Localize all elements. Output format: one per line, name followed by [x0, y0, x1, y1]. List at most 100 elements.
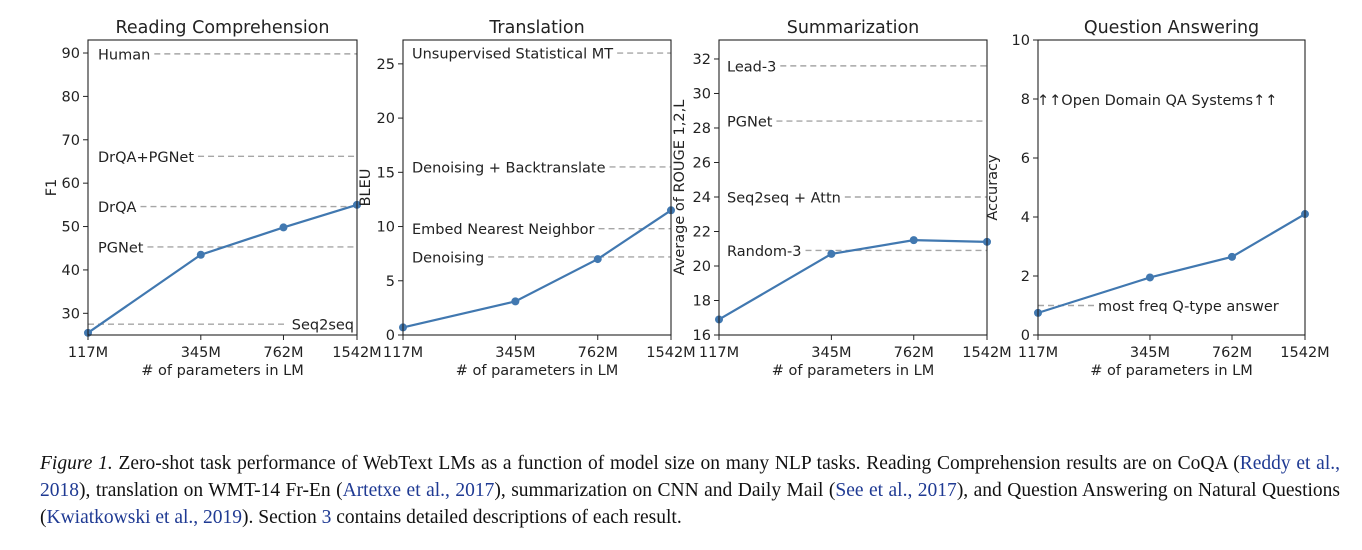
- citation-link-reddy[interactable]: Reddy et al., 2018: [40, 453, 1340, 501]
- x-axis-label: # of parameters in LM: [456, 363, 618, 379]
- data-point: [511, 297, 520, 306]
- section-link[interactable]: 3: [321, 507, 332, 528]
- series-line: [87, 203, 358, 334]
- caption-text: ), summarization on CNN and Daily Mail (: [494, 480, 836, 501]
- x-axis-label: # of parameters in LM: [772, 363, 934, 379]
- x-tick-label: 1542M: [332, 345, 381, 361]
- plot-frame: [87, 39, 358, 336]
- y-tick-label: 0: [1021, 328, 1030, 344]
- y-tick-label: 20: [693, 259, 711, 275]
- data-point: [827, 249, 836, 258]
- y-tick-label: 8: [1021, 92, 1030, 108]
- y-axis-label: Average of ROUGE 1,2,L: [672, 100, 688, 276]
- y-tick-label: 10: [377, 220, 395, 236]
- baseline-label: Lead-3: [727, 59, 776, 75]
- plot-frame: [718, 39, 988, 336]
- y-tick-label: 10: [1012, 33, 1030, 49]
- y-tick-label: 28: [693, 121, 711, 137]
- y-tick-label: 0: [386, 328, 395, 344]
- data-point: [1228, 252, 1237, 261]
- y-tick-label: 60: [62, 176, 80, 192]
- baseline-label: PGNet: [98, 240, 144, 256]
- baseline-label: Denoising: [412, 250, 484, 266]
- y-tick-label: 30: [693, 86, 711, 102]
- x-tick-label: 345M: [181, 345, 221, 361]
- y-tick-label: 26: [693, 155, 711, 171]
- x-axis-label: # of parameters in LM: [1090, 363, 1252, 379]
- baseline-label: Unsupervised Statistical MT: [412, 47, 613, 63]
- data-point: [196, 250, 205, 259]
- baseline-label: Embed Nearest Neighbor: [412, 222, 595, 238]
- x-tick-label: 762M: [263, 345, 303, 361]
- y-axis-label: BLEU: [358, 169, 374, 207]
- baseline-label: PGNet: [727, 115, 773, 131]
- y-tick-label: 90: [62, 46, 80, 62]
- y-tick-label: 30: [62, 306, 80, 322]
- y-tick-label: 40: [62, 263, 80, 279]
- y-axis-label: Accuracy: [985, 154, 1001, 221]
- chart-title: Question Answering: [1084, 18, 1259, 38]
- baseline-label: most freq Q-type answer: [1098, 299, 1279, 315]
- baseline-label: Denoising + Backtranslate: [412, 160, 606, 176]
- baseline-label: Random-3: [727, 244, 802, 260]
- y-tick-label: 32: [693, 52, 711, 68]
- y-tick-label: 25: [377, 57, 395, 73]
- y-tick-label: 15: [377, 165, 395, 181]
- citation-link-see[interactable]: See et al., 2017: [835, 480, 957, 501]
- y-tick-label: 6: [1021, 151, 1030, 167]
- y-tick-label: 50: [62, 220, 80, 236]
- x-tick-label: 117M: [1018, 345, 1058, 361]
- baseline-label: DrQA+PGNet: [98, 150, 194, 166]
- y-tick-label: 24: [693, 190, 711, 206]
- x-tick-label: 762M: [1212, 345, 1252, 361]
- x-tick-label: 117M: [68, 345, 108, 361]
- y-tick-label: 80: [62, 89, 80, 105]
- chart-panel-4: most freq Q-type answer ↑↑Open Domain QA …: [985, 18, 1330, 379]
- chart-title: Summarization: [787, 18, 920, 38]
- figure-caption: Figure 1. Zero-shot task performance of …: [40, 450, 1340, 531]
- caption-text: ), translation on WMT-14 Fr-En (: [79, 480, 343, 501]
- caption-text: contains detailed descriptions of each r…: [331, 507, 682, 528]
- y-axis-label: F1: [44, 179, 60, 197]
- data-point: [279, 223, 288, 232]
- plot-frame: [402, 39, 672, 336]
- x-tick-label: 117M: [383, 345, 423, 361]
- x-tick-label: 117M: [699, 345, 739, 361]
- series-line: [718, 239, 988, 321]
- caption-text: ), and Question Answering on Natural Que…: [40, 480, 1340, 528]
- x-tick-label: 1542M: [1280, 345, 1329, 361]
- series-line: [402, 209, 672, 329]
- baseline-label: DrQA: [98, 200, 137, 216]
- x-tick-label: 1542M: [962, 345, 1011, 361]
- y-tick-label: 16: [693, 328, 711, 344]
- caption-label: Figure 1.: [40, 453, 113, 474]
- chart-panel-3: Lead-3 PGNet Seq2seq + Attn Random-3 16 18 20 2…: [672, 18, 1012, 379]
- x-tick-label: 345M: [495, 345, 535, 361]
- chart-panel-1: Human DrQA+PGNet DrQA PGNet Seq2seq 30 40 50 60 7…: [44, 18, 382, 379]
- x-axis-label: # of parameters in LM: [141, 363, 303, 379]
- baseline-label: Seq2seq + Attn: [727, 190, 841, 206]
- citation-link-kwiatkowski[interactable]: Kwiatkowski et al., 2019: [46, 507, 243, 528]
- baseline-label: Human: [98, 47, 150, 63]
- y-tick-label: 22: [693, 224, 711, 240]
- baseline-label: Seq2seq: [292, 318, 354, 334]
- chart-title: Translation: [488, 18, 584, 38]
- x-tick-label: 762M: [578, 345, 618, 361]
- caption-text: ). Section: [242, 507, 322, 528]
- x-tick-label: 1542M: [646, 345, 695, 361]
- annotation-label: ↑↑Open Domain QA Systems↑↑: [1037, 93, 1277, 109]
- x-tick-label: 345M: [811, 345, 851, 361]
- series-line: [1037, 213, 1306, 314]
- y-tick-label: 2: [1021, 269, 1030, 285]
- data-point: [1145, 273, 1154, 282]
- citation-link-artetxe[interactable]: Artetxe et al., 2017: [342, 480, 495, 501]
- plot-frame: [1037, 39, 1306, 336]
- y-tick-label: 20: [377, 111, 395, 127]
- chart-title: Reading Comprehension: [116, 18, 330, 38]
- x-tick-label: 345M: [1130, 345, 1170, 361]
- y-tick-label: 5: [386, 274, 395, 290]
- y-tick-label: 70: [62, 133, 80, 149]
- chart-panel-2: Unsupervised Statistical MT Denoising + B…: [358, 18, 696, 379]
- y-tick-label: 4: [1021, 210, 1030, 226]
